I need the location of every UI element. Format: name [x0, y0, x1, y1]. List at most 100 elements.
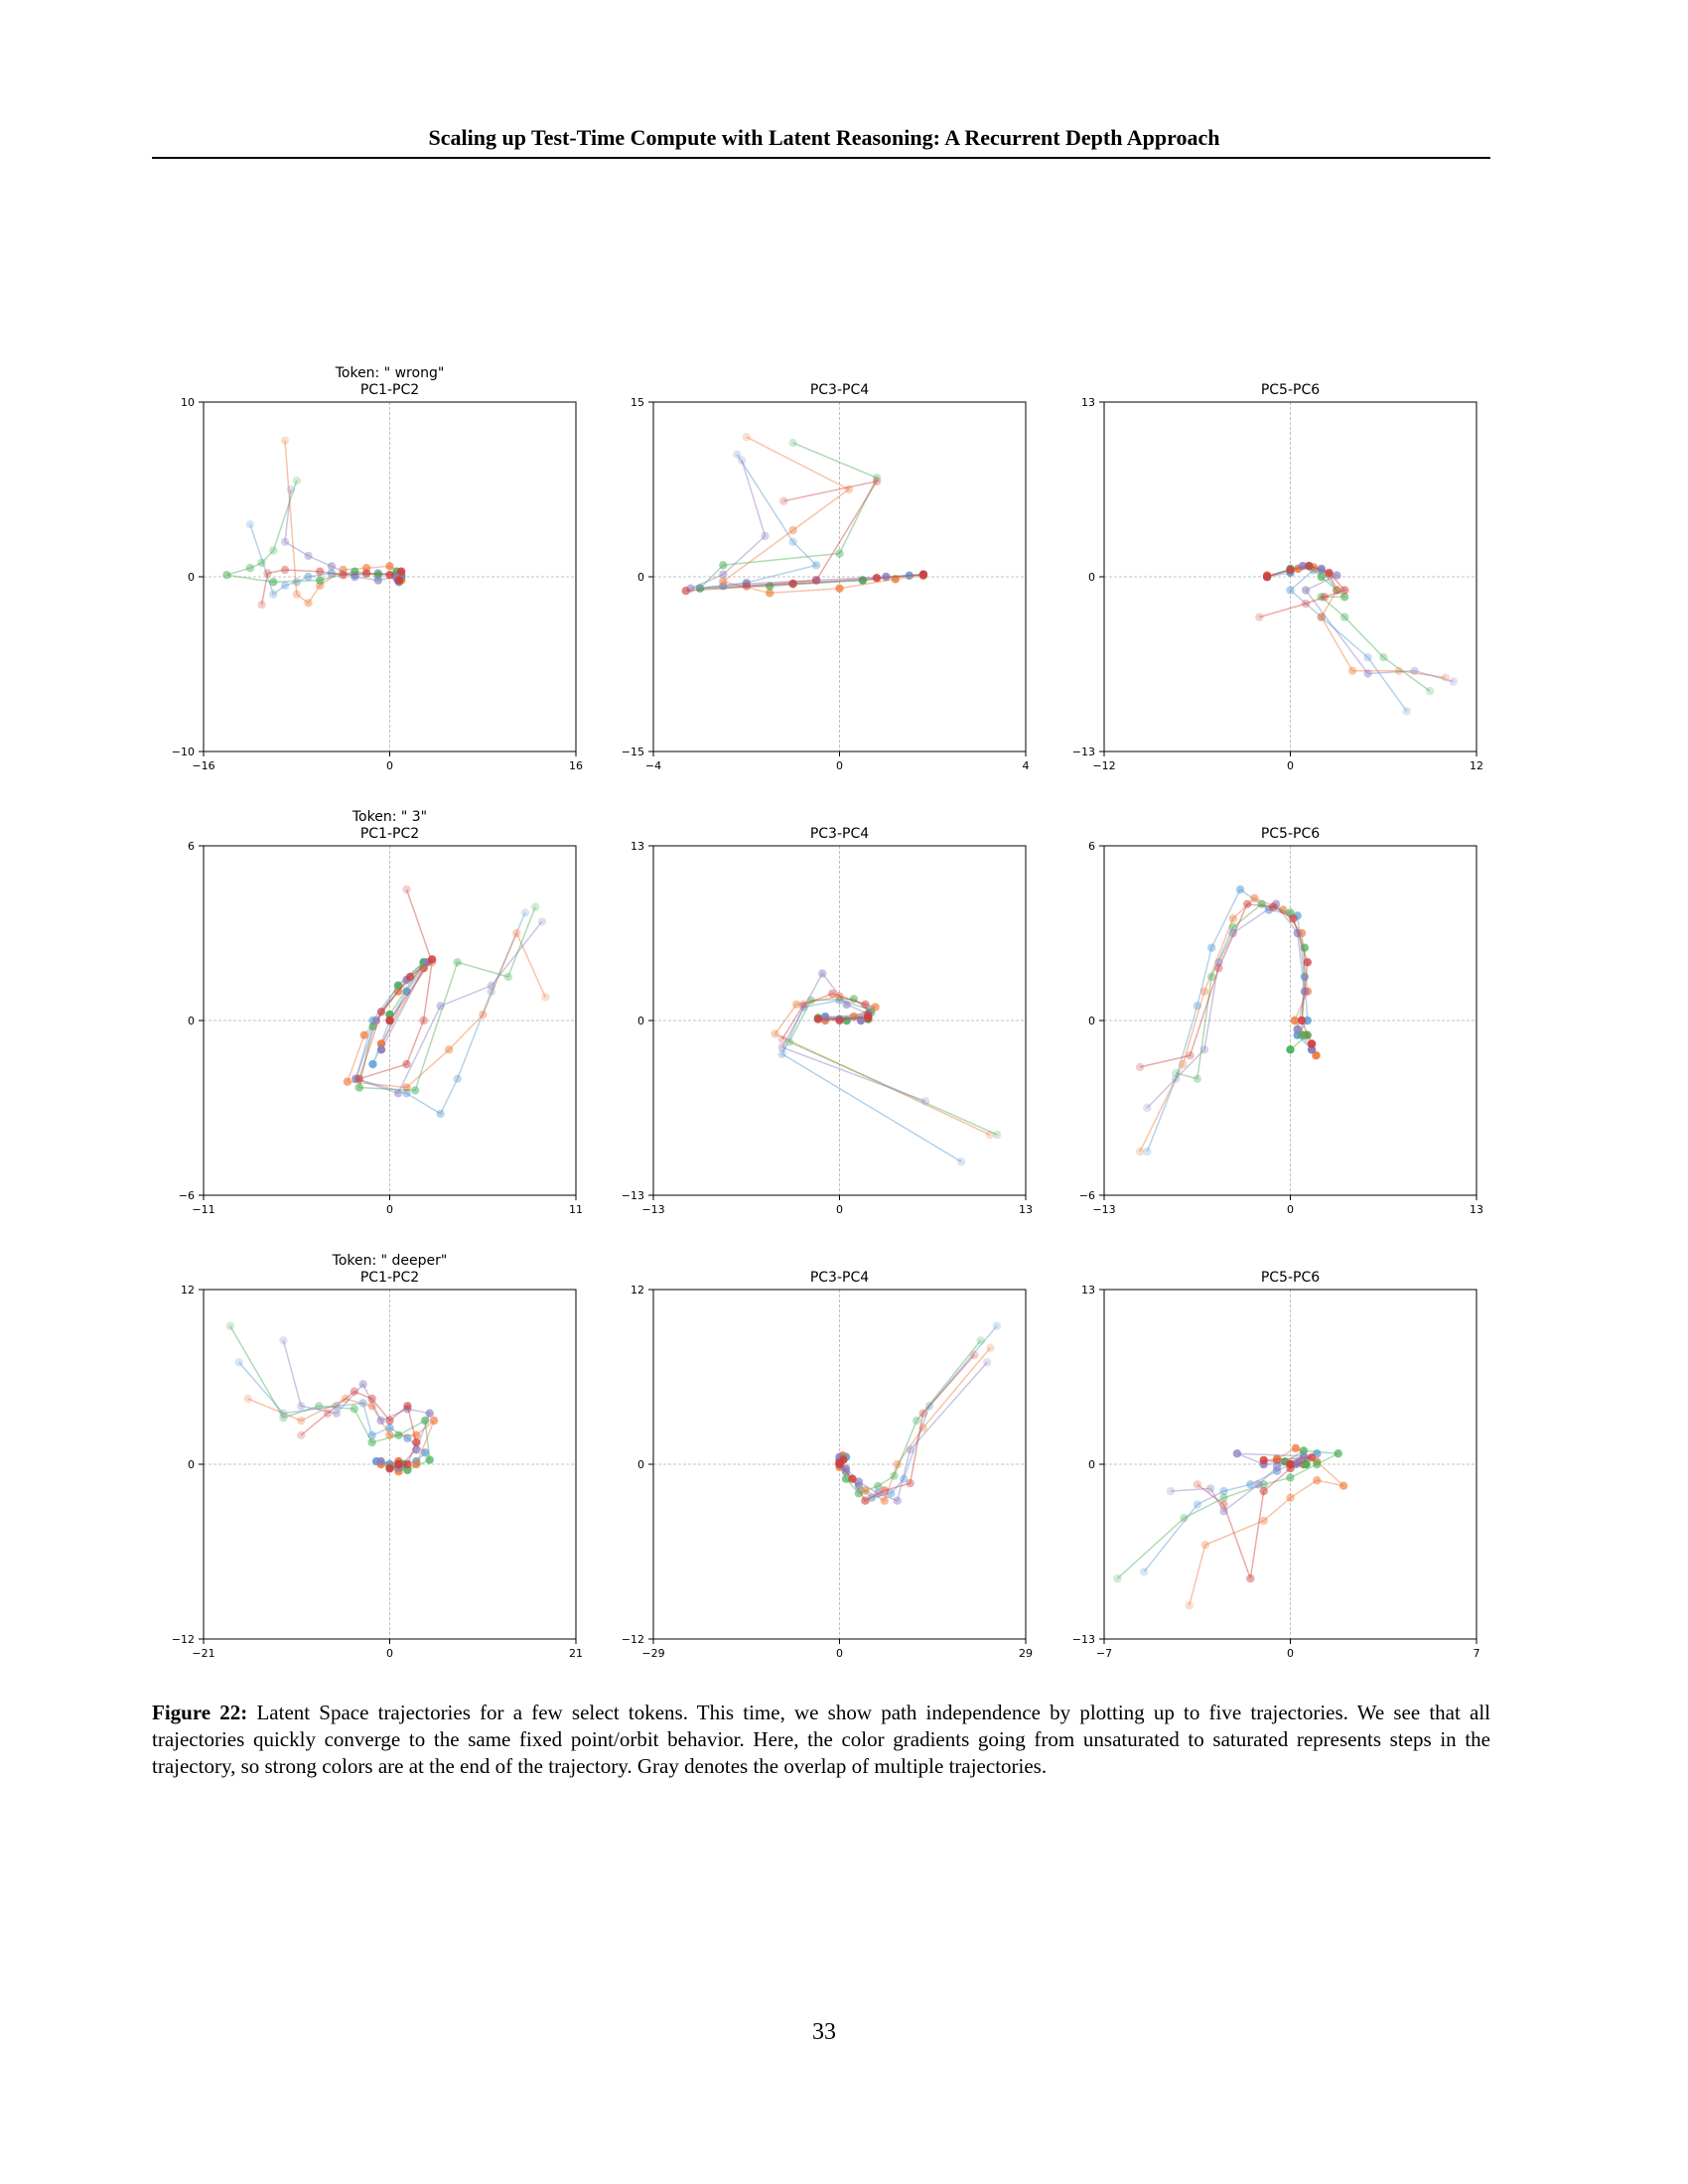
trajectory-point [427, 955, 437, 964]
trajectory-point [314, 1402, 324, 1411]
trajectory-point [368, 1059, 377, 1069]
trajectory-point [1199, 1045, 1209, 1054]
trajectory-point [1307, 1039, 1317, 1048]
trajectory-point [425, 1455, 434, 1464]
trajectory-line [698, 442, 923, 590]
y-tick-label: 0 [188, 1458, 195, 1471]
trajectory-point [856, 1016, 866, 1025]
trajectory-point [766, 589, 774, 598]
trajectory-point [1394, 666, 1404, 675]
panel-title: PC3-PC4 [810, 826, 869, 842]
y-tick-label: −6 [1079, 1189, 1095, 1202]
x-tick-label: 13 [1019, 1203, 1033, 1216]
trajectory-point [402, 885, 411, 894]
trajectory-point [385, 1010, 394, 1020]
trajectory-point [1113, 1573, 1122, 1583]
trajectory-line [1188, 1446, 1346, 1606]
trajectory-point [403, 1433, 412, 1442]
panel-title: PC1-PC2 [360, 826, 419, 842]
x-tick-label: 0 [386, 1647, 393, 1660]
trajectory-point [263, 569, 272, 578]
trajectory-point [719, 570, 728, 579]
trajectory-point [385, 1424, 394, 1433]
trajectory-point [835, 992, 844, 1001]
caption-label: Figure 22: [152, 1701, 248, 1724]
trajectory-point [985, 1130, 995, 1140]
header-rule [152, 157, 1490, 159]
trajectory-point [918, 1409, 927, 1418]
trajectory-point [419, 1016, 428, 1025]
x-tick-label: 11 [569, 1203, 583, 1216]
trajectory-point [880, 1496, 889, 1505]
trajectory-point [1291, 1443, 1301, 1453]
trajectory-point [1402, 707, 1411, 716]
trajectory-point [970, 1350, 979, 1360]
trajectory-point [820, 1014, 830, 1023]
y-tick-label: −13 [1072, 746, 1095, 758]
trajectory-point [245, 564, 255, 573]
trajectory-point [376, 1045, 386, 1054]
trajectory-point [354, 1074, 363, 1083]
trajectory-point [269, 590, 278, 599]
trajectory-point [316, 567, 325, 576]
trajectory-point [761, 531, 770, 541]
trajectory-point [350, 1405, 358, 1414]
trajectory-point [257, 558, 266, 568]
trajectory-point [520, 908, 530, 917]
trajectory-point [818, 969, 827, 978]
trajectory-point [503, 972, 512, 982]
trajectory-point [245, 520, 255, 529]
y-tick-label: 0 [1088, 1015, 1095, 1027]
trajectory-point [1257, 899, 1266, 908]
trajectory-point [403, 1402, 412, 1411]
trajectory-point [1301, 599, 1311, 609]
x-tick-label: −21 [192, 1647, 214, 1660]
trajectory-point [788, 438, 797, 448]
trajectory-point [858, 576, 868, 585]
trajectory-point [835, 1016, 844, 1025]
trajectory-point [861, 1000, 870, 1009]
trajectory-point [766, 582, 774, 591]
trajectory-point [777, 1042, 786, 1052]
trajectory-point [835, 549, 844, 558]
trajectory-point [1300, 943, 1310, 952]
trajectory-point [1286, 1045, 1295, 1054]
trajectory-point [367, 1402, 376, 1411]
trajectory-point [1410, 666, 1419, 675]
trajectory-point [280, 581, 290, 590]
trajectory-point [864, 1014, 873, 1023]
y-tick-label: 0 [637, 1015, 644, 1027]
x-tick-label: 0 [386, 759, 393, 772]
trajectory-point [385, 571, 394, 580]
trajectory-point [874, 1481, 883, 1491]
trajectory-point [849, 1012, 859, 1022]
trajectory-point [1320, 593, 1330, 602]
trajectory-point [854, 1489, 864, 1498]
y-tick-label: −12 [622, 1633, 644, 1646]
trajectory-point [339, 571, 348, 580]
trajectory-point [453, 958, 462, 967]
x-tick-label: −12 [1092, 759, 1115, 772]
trajectory-point [222, 571, 231, 580]
y-tick-label: 6 [1088, 840, 1095, 853]
trajectory-point [1340, 586, 1349, 595]
trajectory-point [849, 995, 859, 1004]
trajectory-point [918, 1424, 927, 1433]
caption-text: Latent Space trajectories for a few sele… [152, 1701, 1490, 1778]
trajectory-point [1272, 1462, 1282, 1471]
trajectory-point [1313, 1476, 1322, 1485]
trajectory-point [1325, 568, 1334, 578]
y-tick-label: 6 [188, 840, 195, 853]
trajectory-point [1300, 972, 1310, 982]
trajectory-point [844, 484, 854, 494]
trajectory-point [394, 1431, 403, 1439]
trajectory-point [1228, 914, 1238, 923]
trajectory-point [1298, 562, 1308, 571]
trajectory-point [1193, 1002, 1202, 1011]
trajectory-point [225, 1321, 234, 1330]
trajectory-point [1232, 1449, 1242, 1458]
trajectory-point [304, 551, 313, 561]
trajectory-point [1235, 885, 1245, 894]
trajectory-point [304, 572, 313, 582]
trajectory-point [410, 1086, 420, 1095]
